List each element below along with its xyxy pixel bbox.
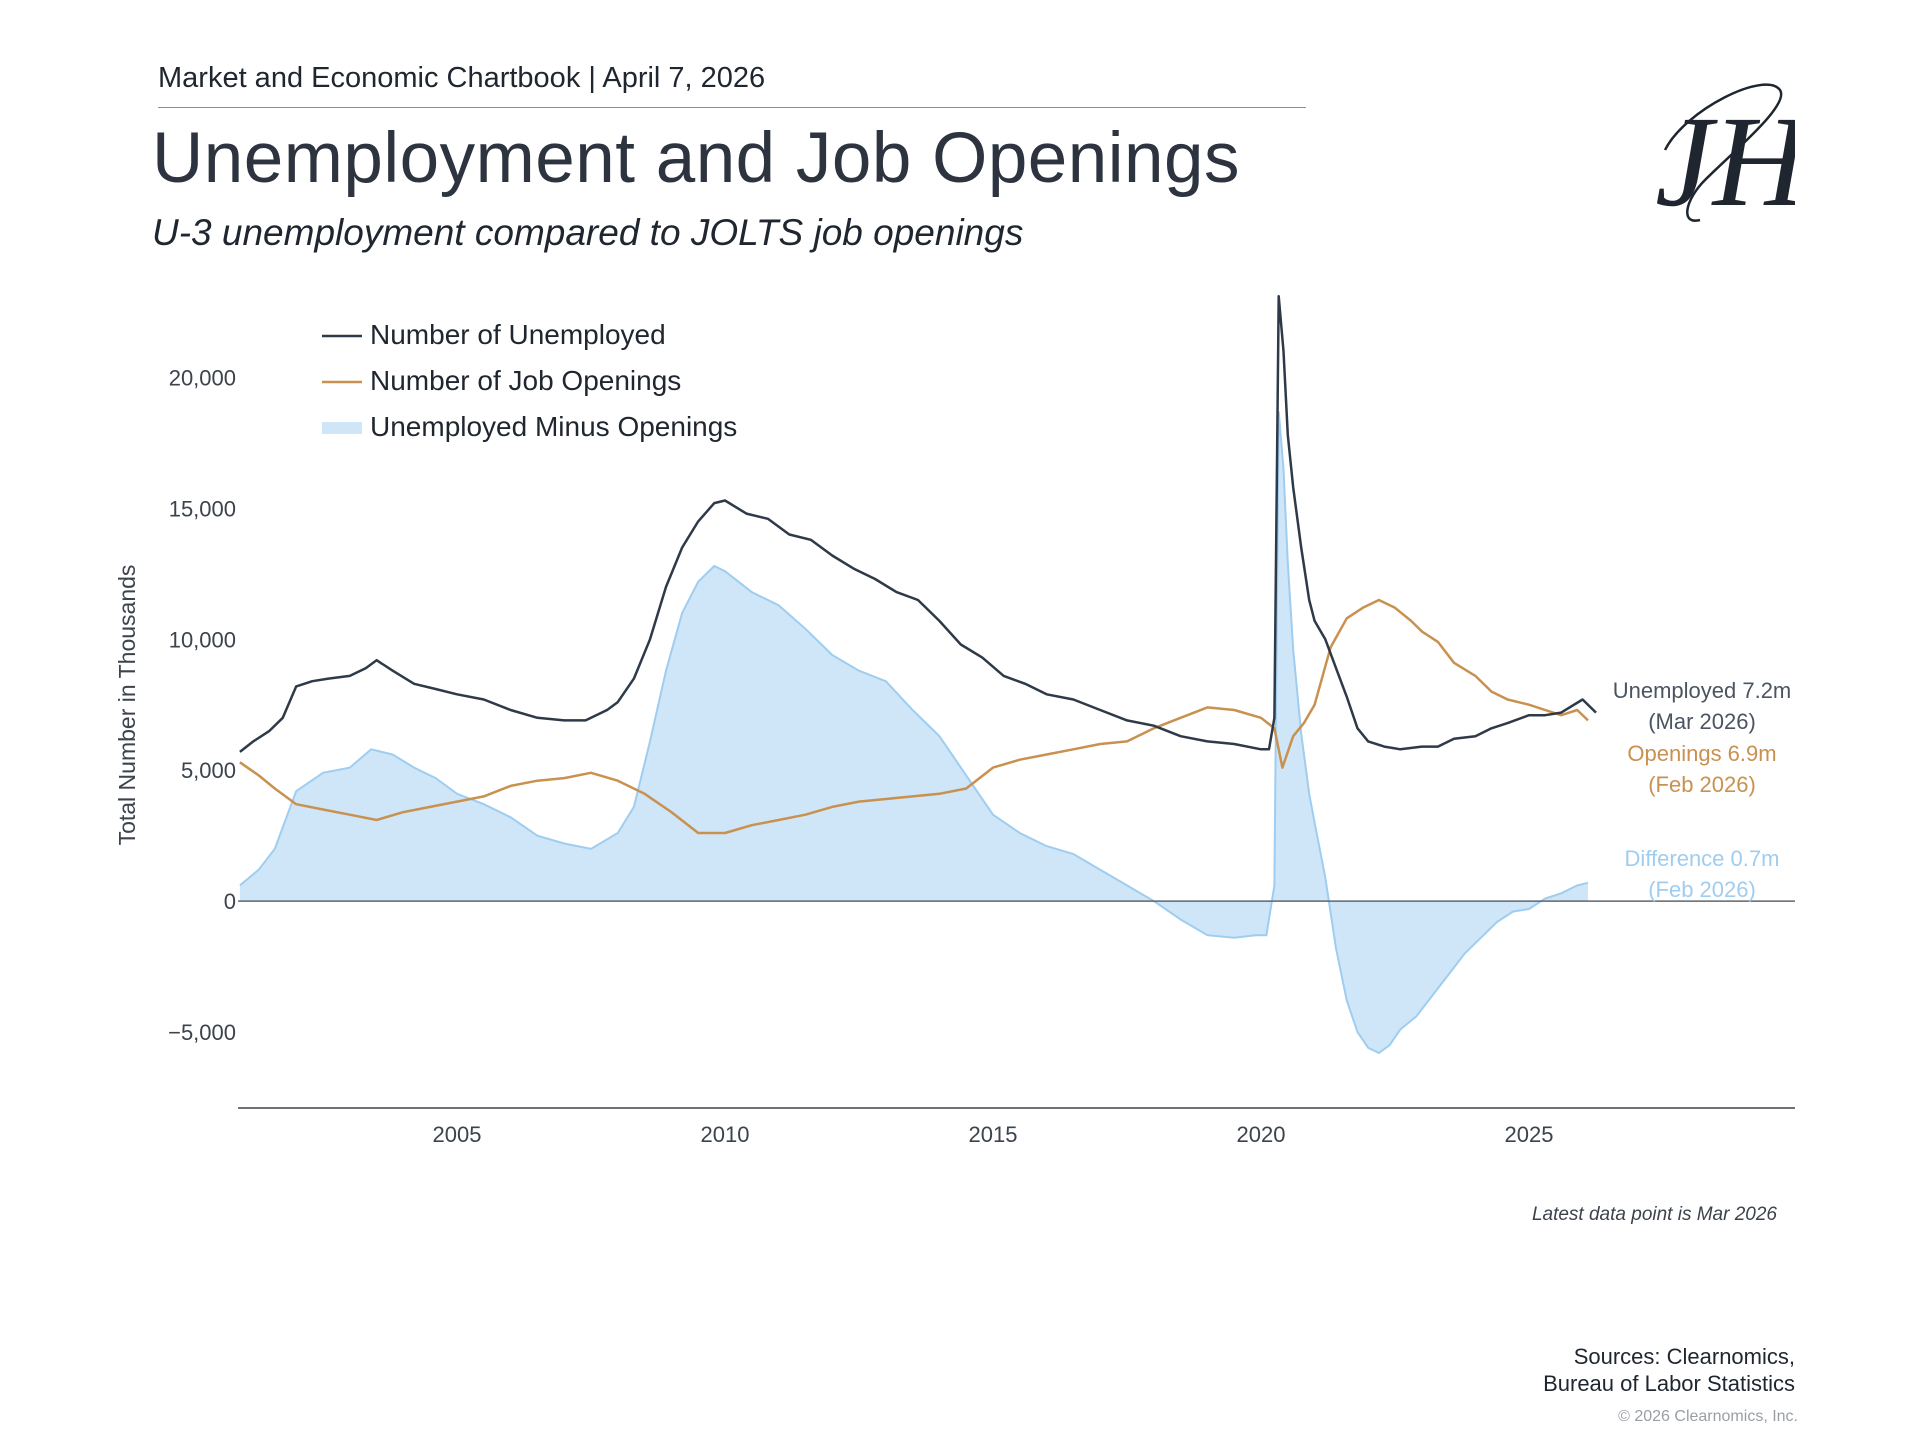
end-label-date-openings: (Feb 2026) [1648,772,1756,797]
y-tick-label: 15,000 [169,496,236,521]
legend-label: Number of Unemployed [370,319,666,350]
x-tick-label: 2025 [1505,1122,1554,1147]
x-tick-label: 2010 [701,1122,750,1147]
copyright-text: © 2026 Clearnomics, Inc. [1618,1408,1798,1425]
latest-data-note: Latest data point is Mar 2026 [1532,1204,1777,1225]
sources-line-1: Sources: Clearnomics, [1573,1344,1795,1369]
legend-swatch-difference [322,422,362,434]
logo-flourish [1663,83,1783,222]
y-tick-label: −5,000 [168,1020,236,1045]
end-label-date-unemployed: (Mar 2026) [1648,709,1756,734]
sources-line-2: Bureau of Labor Statistics [1543,1371,1795,1396]
end-label-difference: Difference 0.7m [1625,846,1780,871]
page-title: Unemployment and Job Openings [152,119,1241,198]
header-divider [158,107,1306,108]
sources-note: Sources: Clearnomics, Bureau of Labor St… [1543,1343,1795,1397]
end-label-openings: Openings 6.9m [1627,741,1776,766]
y-tick-label: 20,000 [169,365,236,390]
end-label-unemployed: Unemployed 7.2m [1613,678,1792,703]
x-tick-label: 2020 [1237,1122,1286,1147]
y-tick-label: 10,000 [169,627,236,652]
y-tick-label: 5,000 [181,758,236,783]
difference-outline [239,411,1589,1055]
page-subtitle: U-3 unemployment compared to JOLTS job o… [152,212,1024,253]
y-tick-label: 0 [224,889,236,914]
openings-line [239,598,1589,835]
x-tick-label: 2015 [969,1122,1018,1147]
x-tick-label: 2005 [433,1122,482,1147]
legend-label: Number of Job Openings [370,365,681,396]
y-axis-label: Total Number in Thousands [114,565,140,846]
end-label-date-difference: (Feb 2026) [1648,877,1756,902]
brand-logo: JH [1655,83,1795,234]
chartbook-header: Market and Economic Chartbook | April 7,… [158,62,766,94]
legend-label: Unemployed Minus Openings [370,411,737,442]
unemployed-line [239,294,1597,753]
difference-area [239,411,1588,1053]
